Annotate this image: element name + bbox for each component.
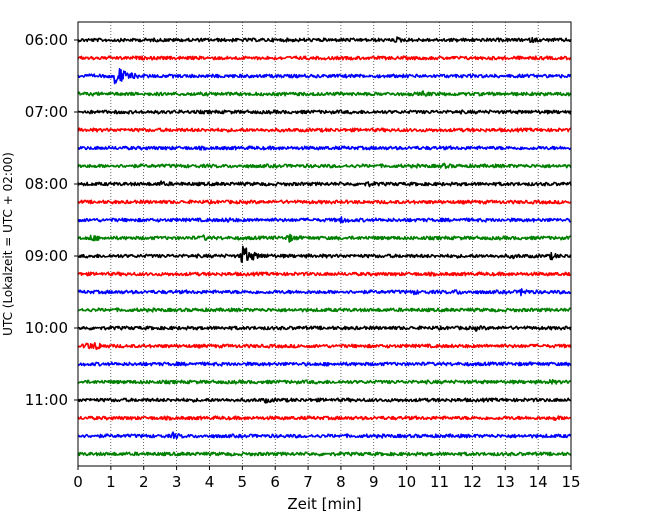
- trace-line-0800: [77, 180, 572, 188]
- x-tick-label: 8: [336, 473, 346, 491]
- y-tick-label: 09:00: [25, 247, 68, 265]
- y-axis-label: UTC (Lokalzeit = UTC + 02:00): [1, 152, 15, 336]
- trace-line-1045: [77, 378, 572, 385]
- trace-line-0815: [77, 199, 572, 205]
- x-axis-label: Zeit [min]: [287, 495, 361, 513]
- y-tick-label: 10:00: [25, 319, 68, 337]
- trace-line-1030: [77, 361, 572, 367]
- trace-line-0900: [77, 245, 572, 264]
- trace-line-1130: [77, 431, 572, 440]
- x-tick-label: 13: [496, 473, 515, 491]
- y-tick-label: 08:00: [25, 175, 68, 193]
- trace-line-0845: [77, 233, 572, 243]
- plot-frame: [77, 21, 572, 467]
- x-tick-label: 7: [303, 473, 313, 491]
- x-tick-label: 14: [529, 473, 548, 491]
- x-tick-label: 4: [205, 473, 215, 491]
- trace-line-1145: [77, 451, 572, 457]
- y-tick-label: 11:00: [25, 391, 68, 409]
- trace-line-0945: [77, 307, 572, 313]
- trace-line-0615: [77, 55, 572, 61]
- x-axis-ticks: 0 1 2 3 4 5 6 7 8 9 10 11 12 13 14 15: [73, 466, 581, 491]
- trace-line-1000: [77, 325, 572, 332]
- trace-line-1115: [77, 415, 572, 422]
- x-tick-label: 2: [139, 473, 149, 491]
- trace-line-0645: [77, 90, 572, 97]
- x-tick-label: 10: [397, 473, 416, 491]
- traces: [77, 36, 572, 457]
- x-tick-label: 1: [106, 473, 116, 491]
- trace-line-0915: [77, 271, 572, 277]
- x-tick-label: 6: [270, 473, 280, 491]
- x-tick-label: 11: [430, 473, 449, 491]
- x-tick-label: 9: [369, 473, 379, 491]
- trace-line-0745: [77, 162, 572, 169]
- trace-line-0600: [77, 36, 572, 44]
- trace-line-1100: [77, 397, 572, 404]
- x-tick-label: 0: [73, 473, 83, 491]
- y-tick-label: 06:00: [25, 31, 68, 49]
- x-tick-label: 12: [463, 473, 482, 491]
- trace-line-0730: [77, 145, 572, 151]
- y-tick-label: 07:00: [25, 103, 68, 121]
- trace-line-0700: [77, 109, 572, 115]
- x-tick-label: 5: [238, 473, 248, 491]
- trace-line-0830: [77, 216, 572, 224]
- grid-lines: [110, 22, 539, 466]
- trace-line-0715: [77, 127, 572, 133]
- trace-line-1015: [77, 342, 572, 351]
- y-axis-ticks: 06:00 07:00 08:00 09:00 10:00 11:00: [25, 31, 78, 409]
- trace-line-0630: [77, 68, 572, 85]
- trace-line-0930: [77, 288, 572, 297]
- x-tick-label: 3: [172, 473, 182, 491]
- x-tick-label: 15: [561, 473, 580, 491]
